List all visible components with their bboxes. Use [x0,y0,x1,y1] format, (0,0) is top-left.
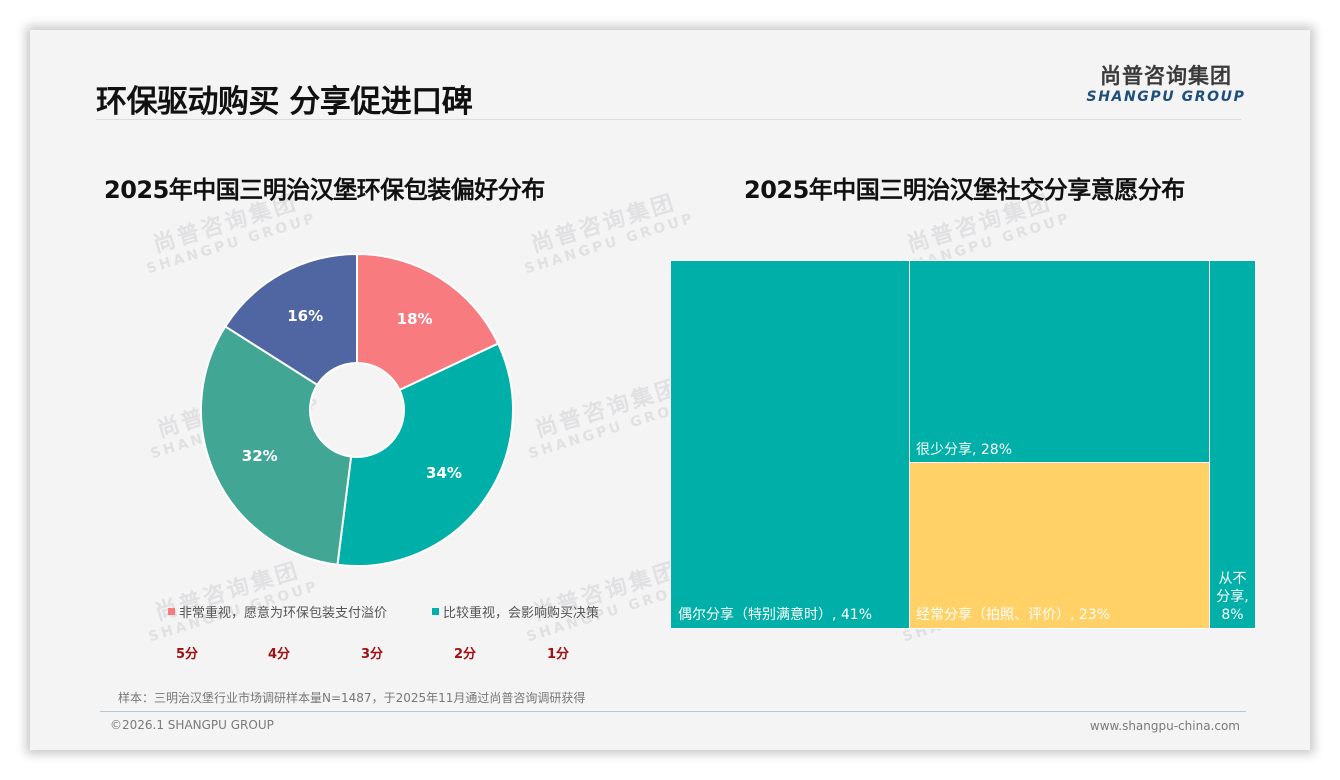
donut-slice [336,342,514,567]
page-title: 环保驱动购买 分享促进口碑 [96,84,473,120]
legend-label: 比较重视，会影响购买决策 [443,606,600,621]
treemap-cell-label: 从不 分享, 8% [1216,571,1249,623]
donut-slice [356,252,500,392]
copyright-text: ©2026.1 SHANGPU GROUP [110,718,274,732]
score-label: 3分 [360,647,384,662]
legend-item: 非常重视，愿意为环保包装支付溢价 [168,602,387,621]
pie-chart-title: 2025年中国三明治汉堡环保包装偏好分布 [104,176,545,204]
treemap-cell-never: 从不 分享, 8% [1209,260,1256,629]
treemap-cell-label: 很少分享, 28% [916,442,1013,458]
legend-label: 非常重视，愿意为环保包装支付溢价 [179,606,388,621]
sample-note: 样本：三明治汉堡行业市场调研样本量N=1487，于2025年11月通过尚普咨询调… [118,691,586,705]
legend-swatch-icon [432,608,439,615]
treemap-cell-often: 经常分享（拍照、评价）, 23% [909,462,1210,629]
treemap-cell-label: 经常分享（拍照、评价）, 23% [916,607,1111,623]
logo-chinese-text: 尚普咨询集团 [1100,64,1232,88]
donut-slice-label: 32% [241,446,278,465]
legend-swatch-icon [168,608,175,615]
donut-slice [200,325,353,566]
logo-english-text: SHANGPU GROUP [1086,89,1246,105]
website-link[interactable]: www.shangpu-china.com [1089,719,1240,733]
treemap-cell-label: 偶尔分享（特别满意时）, 41% [678,607,873,623]
slide: 尚普咨询集团 SHANGPU GROUP 尚普咨询集团 SHANGPU GROUP … [30,30,1310,750]
score-label: 1分 [546,647,570,662]
score-label: 5分 [175,647,199,662]
treemap-chart: 偶尔分享（特别满意时）, 41% 很少分享, 28% 经常分享（拍照、评价）, … [670,260,1256,629]
company-logo: 尚普咨询集团 SHANGPU GROUP [1086,64,1246,106]
donut-slice-label: 34% [426,464,462,483]
score-label: 4分 [267,647,291,662]
treemap-cell-rarely: 很少分享, 28% [909,260,1210,463]
score-label: 2分 [453,647,477,662]
donut-slice-label: 16% [287,306,324,325]
donut-slice-label: 18% [396,310,433,329]
treemap-chart-title: 2025年中国三明治汉堡社交分享意愿分布 [744,176,1185,204]
treemap-cell-occasional: 偶尔分享（特别满意时）, 41% [670,260,910,629]
footer-divider [100,711,1246,712]
legend-item: 比较重视，会影响购买决策 [432,602,599,621]
donut-slice [223,252,358,387]
header-divider [96,119,1241,120]
